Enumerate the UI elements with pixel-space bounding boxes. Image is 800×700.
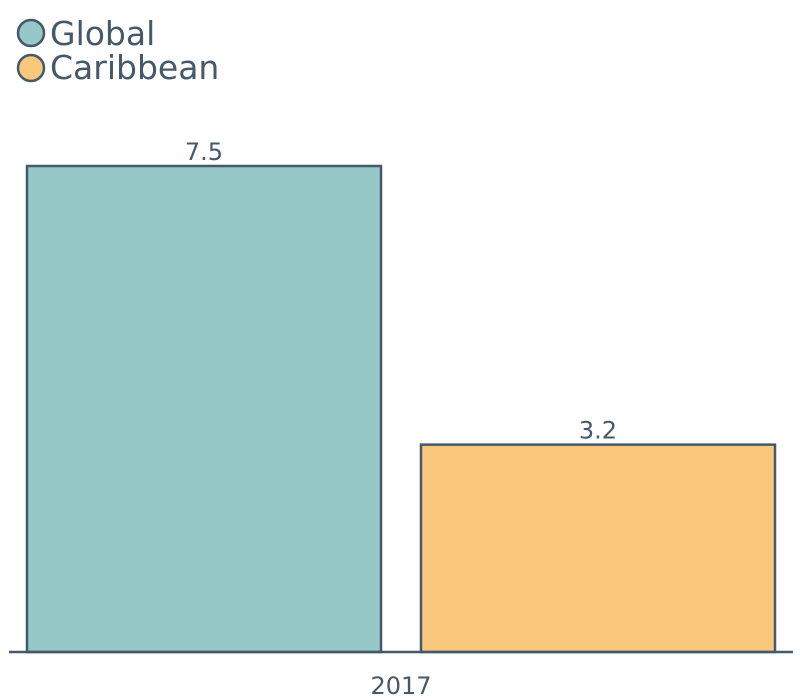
legend-swatch-global <box>16 18 46 48</box>
x-tick-label-2017: 2017 <box>370 672 431 700</box>
legend-label-caribbean: Caribbean <box>50 48 219 87</box>
legend-label-global: Global <box>50 14 155 53</box>
legend-item-global: Global <box>16 14 155 53</box>
legend: Global Caribbean <box>16 14 219 87</box>
legend-swatch-caribbean <box>16 53 46 83</box>
data-label-caribbean: 3.2 <box>579 417 617 445</box>
data-label-global: 7.5 <box>185 138 223 166</box>
bar-group: 7.5 3.2 <box>25 138 777 654</box>
bar-global <box>25 164 383 654</box>
legend-item-caribbean: Caribbean <box>16 48 219 87</box>
bar-caribbean <box>419 443 777 654</box>
